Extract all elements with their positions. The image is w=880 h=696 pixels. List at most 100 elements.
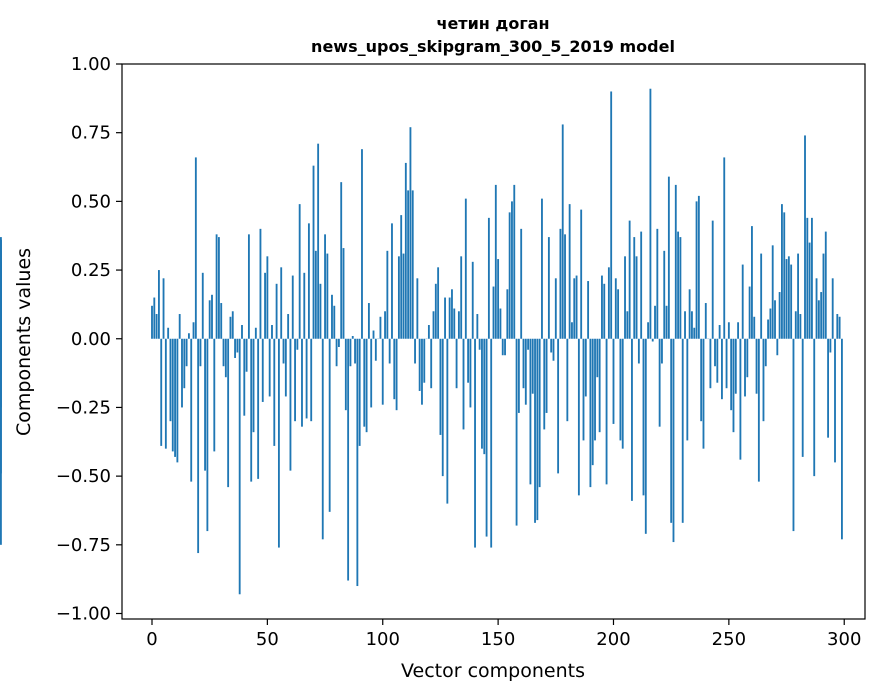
- bar: [824, 231, 827, 339]
- bar: [774, 300, 776, 339]
- bar: [594, 338, 596, 441]
- bar: [231, 311, 234, 339]
- bar: [801, 338, 804, 457]
- bar: [598, 338, 601, 433]
- bar: [504, 338, 506, 356]
- bar: [234, 338, 236, 358]
- bar: [499, 308, 502, 339]
- bar: [829, 338, 832, 353]
- bar: [746, 338, 749, 378]
- bar: [236, 338, 239, 353]
- bar: [577, 338, 580, 496]
- bar: [427, 325, 430, 339]
- bar: [589, 338, 592, 488]
- bar: [324, 234, 326, 339]
- bar: [289, 338, 292, 471]
- bar: [301, 338, 303, 427]
- bar: [220, 303, 223, 339]
- bar: [381, 338, 384, 405]
- bar: [314, 250, 317, 339]
- bar: [331, 294, 333, 339]
- bar: [748, 286, 751, 339]
- x-tick-label: 150: [481, 629, 515, 650]
- bar: [416, 278, 419, 339]
- bar: [700, 338, 703, 422]
- bar: [395, 338, 398, 411]
- bar: [656, 228, 659, 339]
- bar: [174, 338, 176, 457]
- bar: [190, 338, 193, 482]
- bar: [667, 176, 670, 339]
- y-tick-label: 1.00: [71, 54, 111, 75]
- bar: [296, 338, 299, 350]
- bar: [241, 325, 243, 339]
- bar: [813, 338, 816, 477]
- bar: [444, 297, 446, 339]
- bar: [672, 338, 675, 543]
- bar: [432, 311, 435, 339]
- bar: [391, 223, 393, 339]
- bar: [187, 333, 190, 339]
- x-tick-label: 300: [827, 629, 861, 650]
- bar: [799, 314, 802, 339]
- bar: [351, 336, 354, 339]
- bar: [767, 319, 770, 339]
- bar: [181, 338, 183, 408]
- bar: [310, 338, 313, 422]
- bar: [838, 316, 841, 339]
- bar: [792, 338, 795, 532]
- bar: [243, 338, 246, 416]
- bar: [349, 338, 352, 367]
- bar: [183, 338, 186, 389]
- bar: [164, 338, 167, 449]
- bar: [559, 228, 562, 339]
- bar: [527, 338, 530, 350]
- bar: [603, 283, 606, 339]
- bar: [711, 220, 714, 339]
- x-tick-label: 200: [596, 629, 630, 650]
- bar: [0, 297, 2, 339]
- bar: [250, 338, 253, 482]
- bar: [497, 259, 500, 339]
- bar: [776, 338, 779, 356]
- bar: [275, 283, 278, 339]
- bar: [418, 338, 421, 391]
- bar: [808, 242, 811, 339]
- bar: [192, 322, 195, 339]
- bar: [582, 338, 585, 441]
- bar: [822, 253, 825, 339]
- bar: [155, 314, 158, 339]
- bar: [697, 195, 700, 339]
- bar: [340, 182, 343, 339]
- bar: [305, 338, 308, 419]
- bar: [561, 124, 564, 339]
- bar: [271, 325, 273, 339]
- bar: [642, 338, 645, 496]
- bar: [439, 338, 442, 435]
- bar: [453, 308, 456, 339]
- bar: [686, 338, 689, 441]
- bar: [654, 305, 656, 339]
- bar: [384, 311, 386, 339]
- bar: [633, 237, 636, 339]
- bar: [358, 338, 361, 446]
- bar: [790, 264, 793, 339]
- bar: [483, 338, 486, 455]
- bar: [238, 338, 241, 595]
- bar: [601, 275, 603, 339]
- bar: [716, 338, 719, 383]
- bar: [658, 338, 661, 427]
- bar: [566, 338, 569, 422]
- bar: [591, 338, 594, 466]
- bar: [462, 338, 465, 430]
- bar: [361, 149, 363, 339]
- bar: [751, 226, 753, 339]
- y-tick-label: 0.00: [71, 329, 111, 350]
- bar: [194, 157, 197, 339]
- bar: [624, 256, 626, 339]
- bar: [739, 338, 742, 460]
- bar: [178, 314, 181, 339]
- bar: [543, 338, 546, 430]
- bar: [448, 297, 451, 339]
- bar: [252, 338, 255, 433]
